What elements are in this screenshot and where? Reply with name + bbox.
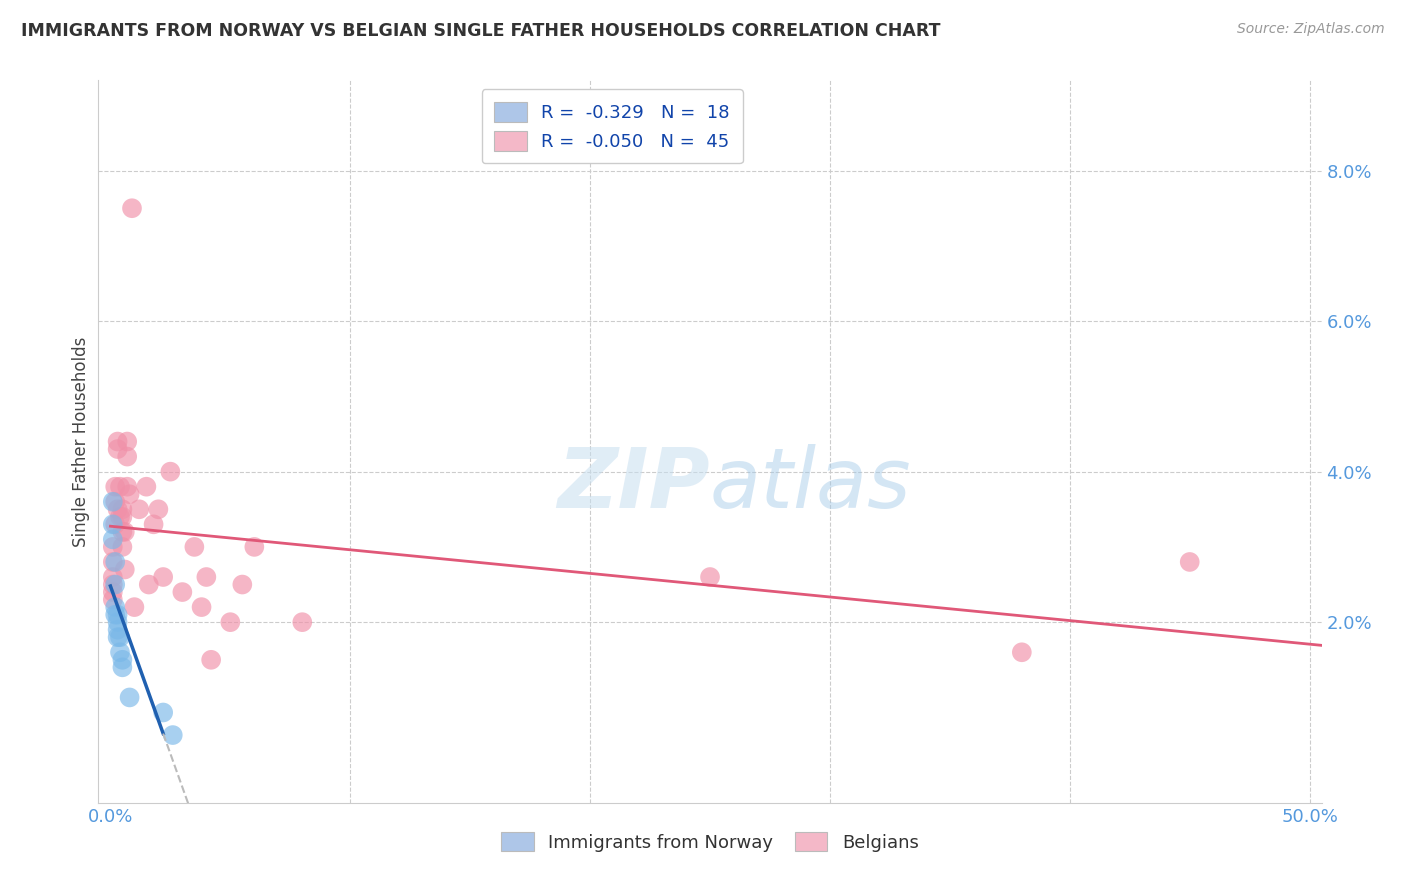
Point xyxy=(118,690,141,705)
Point xyxy=(108,645,131,659)
Text: ZIP: ZIP xyxy=(557,444,710,525)
Text: atlas: atlas xyxy=(710,444,911,525)
Point xyxy=(108,509,131,524)
Point xyxy=(101,577,124,591)
Point xyxy=(128,502,150,516)
Point xyxy=(159,465,181,479)
Point xyxy=(243,540,266,554)
Point xyxy=(107,502,129,516)
Legend: Immigrants from Norway, Belgians: Immigrants from Norway, Belgians xyxy=(494,824,927,859)
Y-axis label: Single Father Households: Single Father Households xyxy=(72,336,90,547)
Point xyxy=(152,570,174,584)
Point xyxy=(108,630,131,644)
Point xyxy=(152,706,174,720)
Point xyxy=(101,585,124,599)
Point xyxy=(231,577,253,591)
Point xyxy=(107,607,129,622)
Point xyxy=(138,577,160,591)
Point xyxy=(111,524,134,539)
Point xyxy=(172,585,194,599)
Point xyxy=(115,434,138,449)
Point xyxy=(104,577,127,591)
Point xyxy=(107,434,129,449)
Point xyxy=(104,600,127,615)
Point xyxy=(121,201,143,215)
Point xyxy=(111,653,134,667)
Point xyxy=(114,524,136,539)
Point xyxy=(111,660,134,674)
Point xyxy=(291,615,314,630)
Point xyxy=(101,533,124,547)
Point xyxy=(107,623,129,637)
Point xyxy=(111,502,134,516)
Text: IMMIGRANTS FROM NORWAY VS BELGIAN SINGLE FATHER HOUSEHOLDS CORRELATION CHART: IMMIGRANTS FROM NORWAY VS BELGIAN SINGLE… xyxy=(21,22,941,40)
Point xyxy=(115,480,138,494)
Point xyxy=(104,555,127,569)
Point xyxy=(195,570,218,584)
Point xyxy=(1178,555,1201,569)
Point xyxy=(219,615,242,630)
Point xyxy=(124,600,146,615)
Point xyxy=(107,442,129,456)
Point xyxy=(200,653,222,667)
Point xyxy=(111,509,134,524)
Text: Source: ZipAtlas.com: Source: ZipAtlas.com xyxy=(1237,22,1385,37)
Point xyxy=(107,630,129,644)
Point xyxy=(142,517,165,532)
Point xyxy=(699,570,721,584)
Point xyxy=(135,480,157,494)
Point xyxy=(104,517,127,532)
Point xyxy=(104,480,127,494)
Point xyxy=(115,450,138,464)
Point xyxy=(111,540,134,554)
Point xyxy=(148,502,170,516)
Point xyxy=(1011,645,1033,659)
Point xyxy=(101,494,124,508)
Point xyxy=(190,600,212,615)
Point xyxy=(101,570,124,584)
Point xyxy=(104,494,127,508)
Point xyxy=(183,540,205,554)
Point xyxy=(108,480,131,494)
Point xyxy=(101,517,124,532)
Point xyxy=(101,555,124,569)
Point xyxy=(101,592,124,607)
Point xyxy=(118,487,141,501)
Point xyxy=(104,607,127,622)
Point xyxy=(162,728,184,742)
Point xyxy=(107,615,129,630)
Point xyxy=(101,540,124,554)
Point xyxy=(114,562,136,576)
